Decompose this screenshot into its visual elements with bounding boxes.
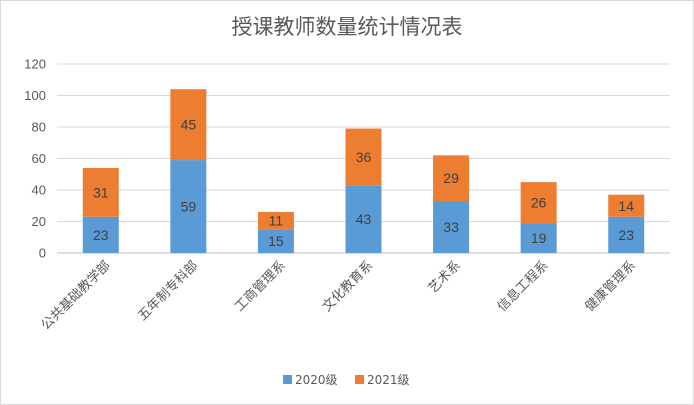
y-tick-label: 0 <box>39 246 46 261</box>
data-label: 19 <box>531 230 547 246</box>
bar-series1 <box>257 229 294 253</box>
bar-series2 <box>345 128 382 186</box>
x-category-label: 健康管理系 <box>582 258 639 315</box>
y-tick-label: 100 <box>24 88 46 103</box>
data-label: 31 <box>93 184 109 200</box>
bar-series1 <box>608 216 645 253</box>
y-axis-ticks: 0 20 40 60 80 100 120 <box>24 57 46 261</box>
legend-swatch <box>283 375 292 384</box>
bar-series1 <box>520 223 557 253</box>
bar-series2 <box>257 212 294 230</box>
legend-label: 2020级 <box>295 373 338 387</box>
data-label: 23 <box>93 227 109 243</box>
bars: 23 31 59 45 15 11 43 36 33 29 19 26 23 14 <box>82 89 645 253</box>
chart-title: 授课教师数量统计情况表 <box>232 15 463 39</box>
x-category-label: 五年制专科部 <box>135 258 201 324</box>
data-label: 29 <box>443 170 459 186</box>
bar-series2 <box>170 89 207 161</box>
data-label: 45 <box>181 117 197 133</box>
data-label: 59 <box>181 199 197 215</box>
bar-series2 <box>82 167 119 217</box>
legend: 2020级 2021级 <box>283 373 410 387</box>
data-label: 33 <box>443 219 459 235</box>
x-category-label: 艺术系 <box>426 258 464 296</box>
data-label: 23 <box>618 227 634 243</box>
y-tick-label: 120 <box>24 57 46 72</box>
bar-series1 <box>170 160 207 253</box>
y-tick-label: 40 <box>32 183 46 198</box>
data-label: 15 <box>268 233 284 249</box>
x-category-label: 信息工程系 <box>494 258 551 315</box>
bar-series1 <box>433 201 470 253</box>
data-label: 43 <box>356 211 372 227</box>
y-tick-label: 20 <box>32 214 46 229</box>
x-category-label: 公共基础教学部 <box>38 258 114 334</box>
data-label: 36 <box>356 149 372 165</box>
x-category-label: 文化教育系 <box>319 258 376 315</box>
data-label: 11 <box>269 213 284 229</box>
x-axis-categories: 公共基础教学部 五年制专科部 工商管理系 文化教育系 艺术系 信息工程系 健康管理系 <box>38 258 639 334</box>
x-category-label: 工商管理系 <box>232 258 289 315</box>
bar-series2 <box>608 194 645 217</box>
gridlines <box>57 63 670 254</box>
data-label: 14 <box>618 198 634 214</box>
bar-series1 <box>345 185 382 253</box>
legend-swatch <box>355 375 364 384</box>
legend-label: 2021级 <box>367 373 410 387</box>
bar-series1 <box>82 216 119 253</box>
bar-series2 <box>520 182 557 224</box>
y-tick-label: 80 <box>32 120 46 135</box>
data-label: 26 <box>531 195 547 211</box>
y-tick-label: 60 <box>32 151 46 166</box>
bar-series2 <box>433 155 470 202</box>
